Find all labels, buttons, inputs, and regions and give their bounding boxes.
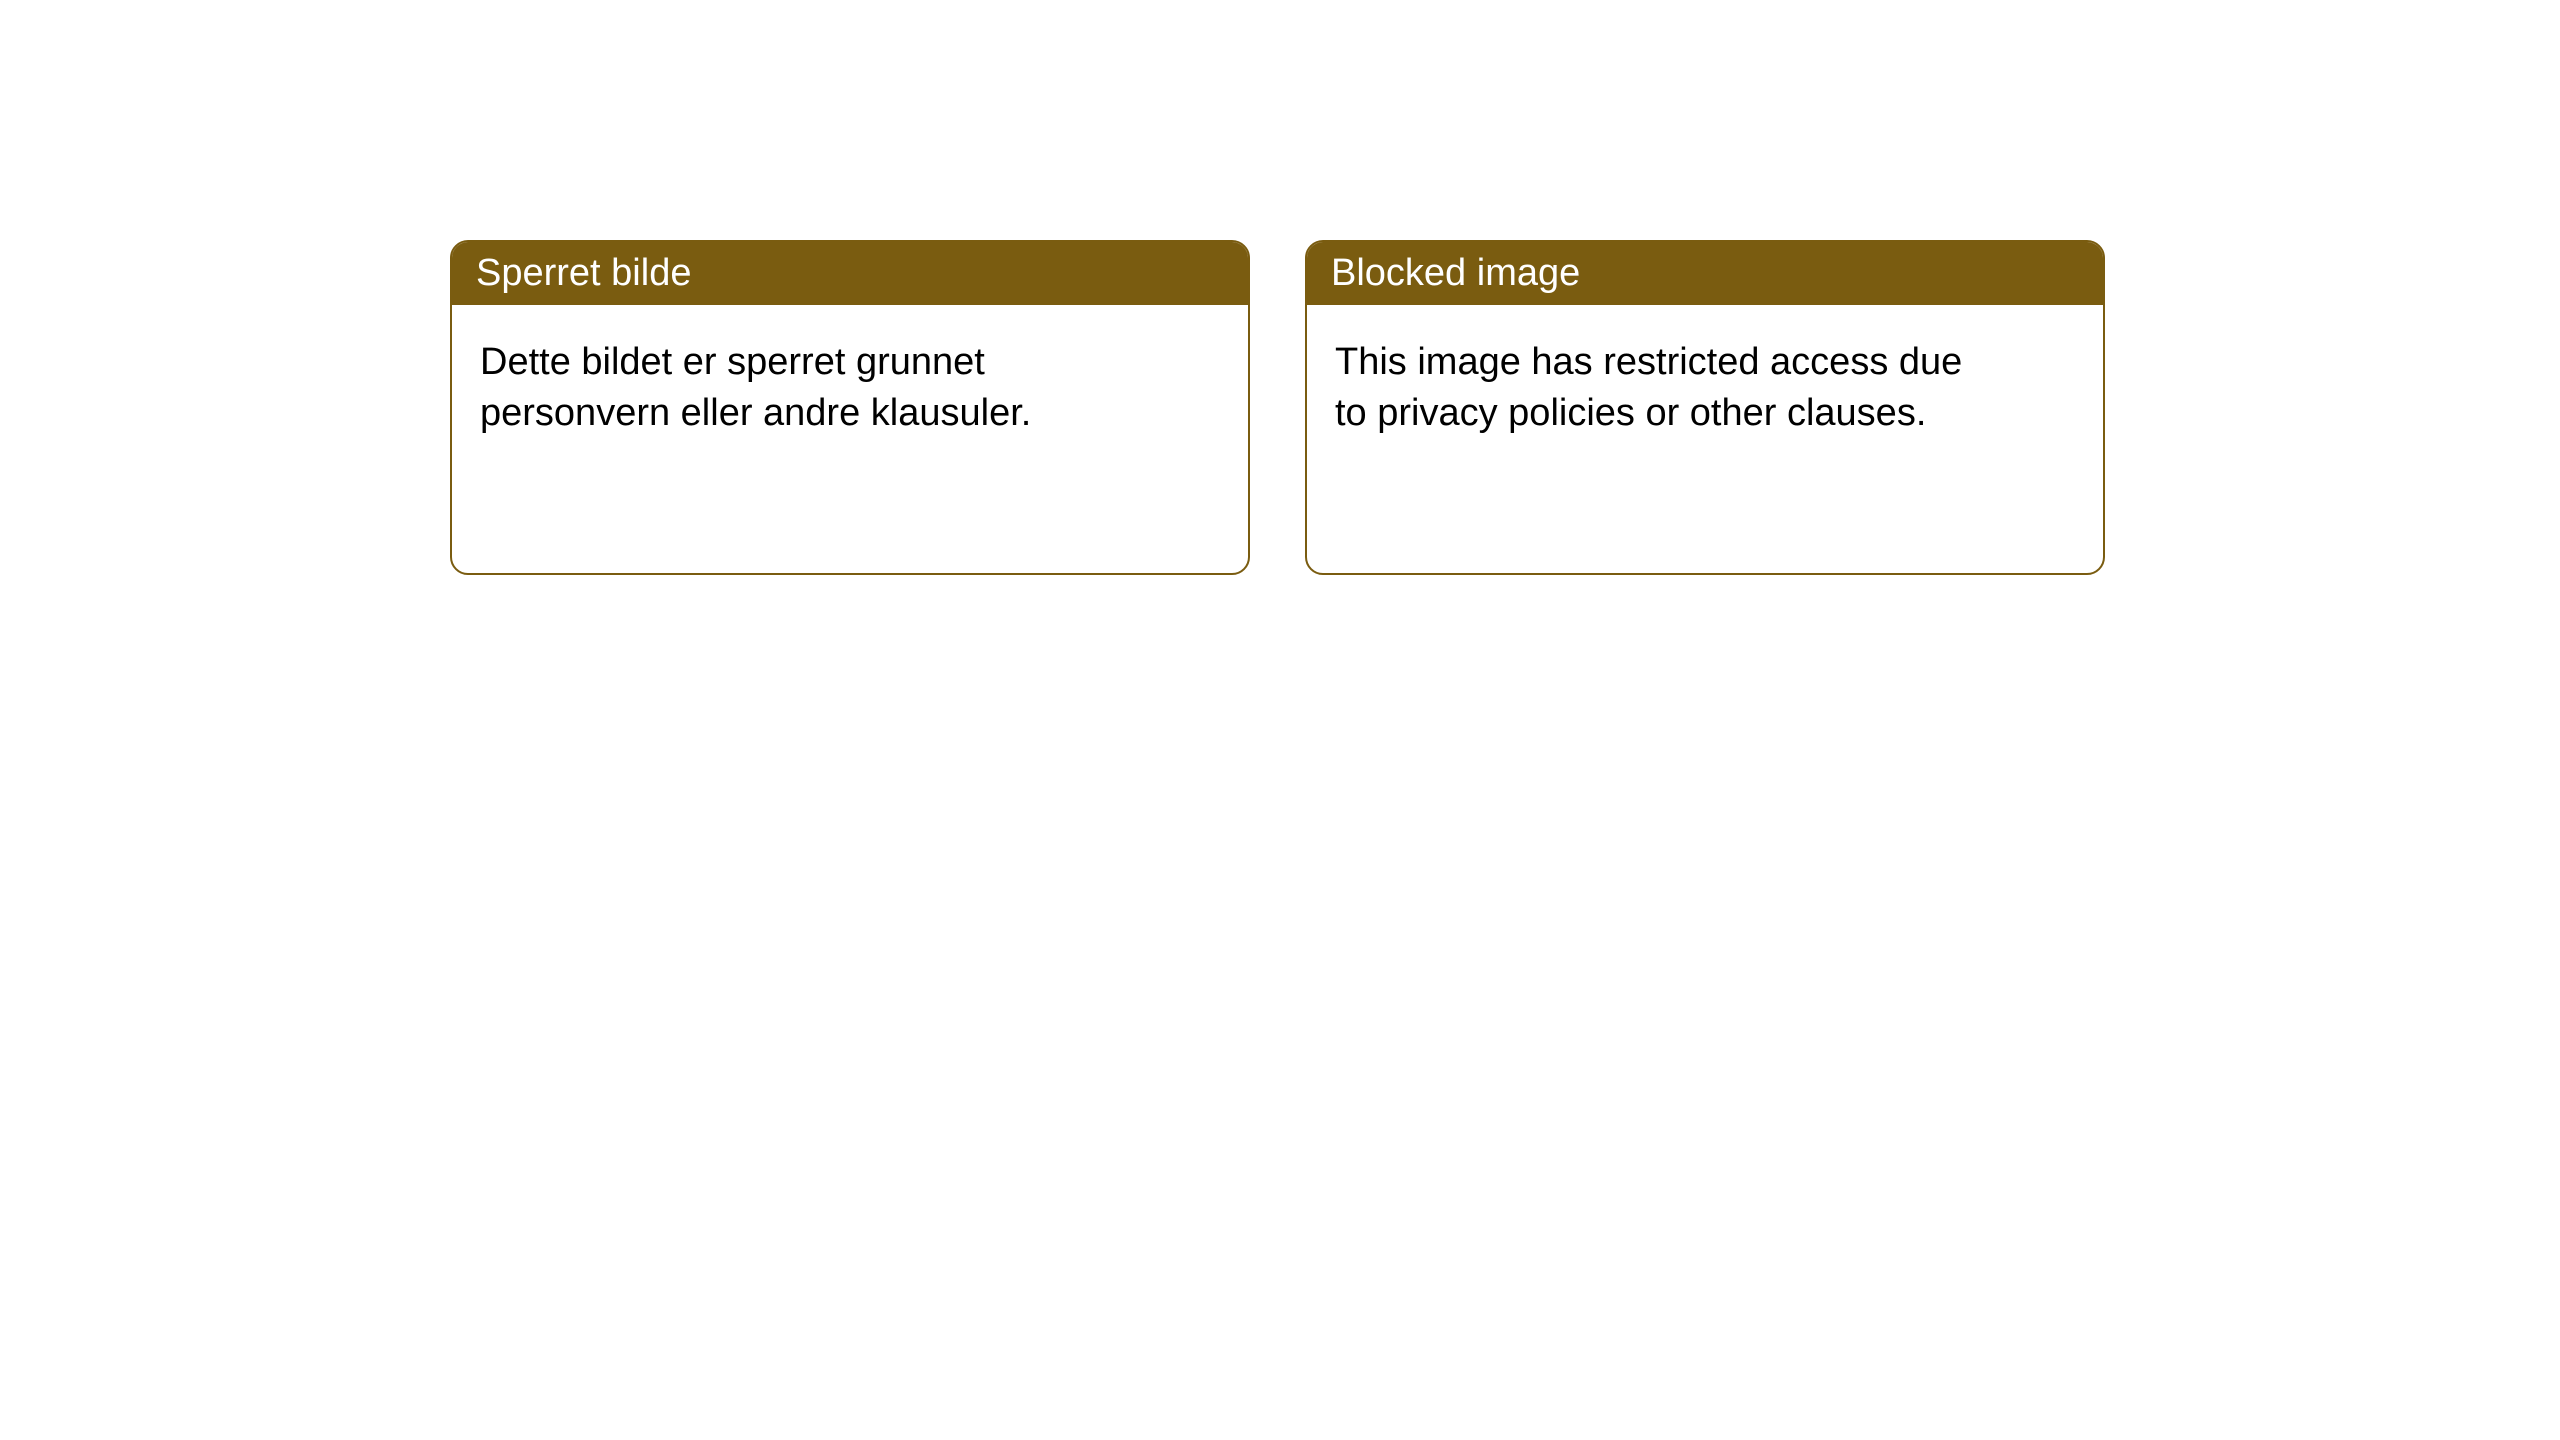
blocked-image-card-no: Sperret bilde Dette bildet er sperret gr… xyxy=(450,240,1250,575)
blocked-image-card-en: Blocked image This image has restricted … xyxy=(1305,240,2105,575)
card-body-text-no: Dette bildet er sperret grunnet personve… xyxy=(480,341,1031,434)
card-body-no: Dette bildet er sperret grunnet personve… xyxy=(452,305,1152,472)
card-body-text-en: This image has restricted access due to … xyxy=(1335,341,1962,434)
card-body-en: This image has restricted access due to … xyxy=(1307,305,2007,472)
card-title-no: Sperret bilde xyxy=(476,252,691,294)
card-title-en: Blocked image xyxy=(1331,252,1580,294)
card-header-en: Blocked image xyxy=(1307,242,2103,305)
notice-container: Sperret bilde Dette bildet er sperret gr… xyxy=(0,0,2560,575)
card-header-no: Sperret bilde xyxy=(452,242,1248,305)
